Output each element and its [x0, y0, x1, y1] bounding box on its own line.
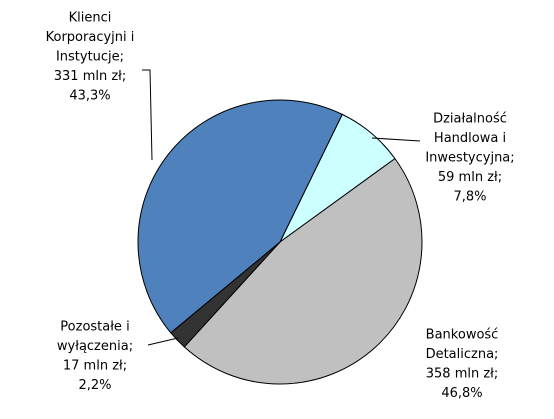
slice-label: wyłączenia; [57, 339, 133, 354]
leader-line [371, 137, 421, 142]
slice-label: Instytucje; [56, 50, 124, 65]
value-label: 358 mln zł; [426, 367, 499, 382]
slice-label: Inwestycyjna; [425, 151, 514, 166]
percent-label: 46,8% [441, 386, 482, 401]
leader-line [142, 69, 153, 161]
slice-label: Handlowa i [434, 131, 506, 146]
value-label: 59 mln zł; [438, 170, 502, 185]
value-label: 331 mln zł; [54, 69, 127, 84]
slice-label: Klienci [69, 11, 112, 26]
percent-label: 43,3% [69, 89, 110, 104]
slice-label: Korporacyjni i [46, 30, 135, 45]
pie-slice [137, 99, 343, 334]
slice-label: Bankowość [426, 328, 499, 343]
value-label: 17 mln zł; [63, 359, 127, 374]
slice-label: Detaliczna; [426, 347, 499, 362]
slice-label: Działalność [433, 112, 507, 127]
percent-label: 7,8% [453, 190, 486, 205]
leader-line [147, 337, 179, 346]
slice-label: Pozostałe i [60, 320, 129, 335]
pie-slice [183, 157, 423, 385]
percent-label: 2,2% [78, 378, 111, 393]
